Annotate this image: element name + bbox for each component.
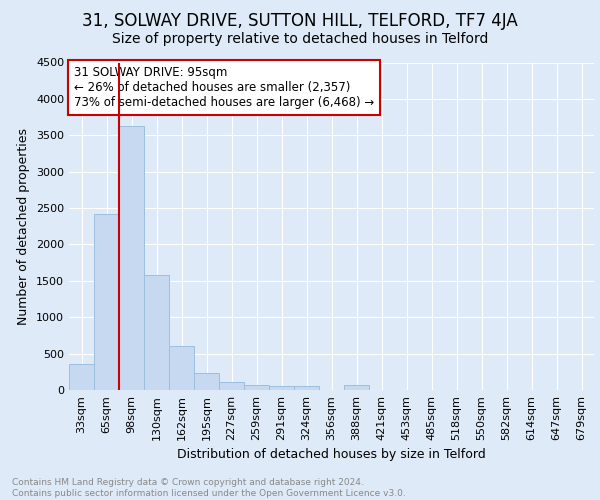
Bar <box>219 382 244 390</box>
Bar <box>144 276 169 390</box>
Bar <box>169 346 194 390</box>
Bar <box>294 386 319 390</box>
Text: Contains HM Land Registry data © Crown copyright and database right 2024.
Contai: Contains HM Land Registry data © Crown c… <box>12 478 406 498</box>
Bar <box>69 364 94 390</box>
Bar <box>194 373 219 390</box>
Text: 31, SOLWAY DRIVE, SUTTON HILL, TELFORD, TF7 4JA: 31, SOLWAY DRIVE, SUTTON HILL, TELFORD, … <box>82 12 518 30</box>
Bar <box>244 386 269 390</box>
Bar <box>269 386 294 390</box>
X-axis label: Distribution of detached houses by size in Telford: Distribution of detached houses by size … <box>177 448 486 462</box>
Bar <box>119 126 144 390</box>
Text: Size of property relative to detached houses in Telford: Size of property relative to detached ho… <box>112 32 488 46</box>
Y-axis label: Number of detached properties: Number of detached properties <box>17 128 31 325</box>
Bar <box>94 214 119 390</box>
Text: 31 SOLWAY DRIVE: 95sqm
← 26% of detached houses are smaller (2,357)
73% of semi-: 31 SOLWAY DRIVE: 95sqm ← 26% of detached… <box>74 66 374 109</box>
Bar <box>344 386 369 390</box>
